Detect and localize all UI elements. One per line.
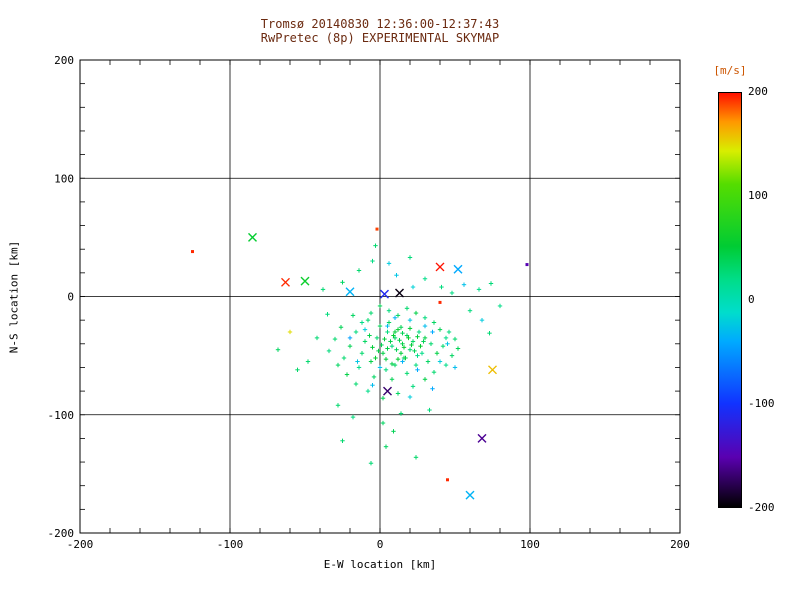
tick-labels: -200 -100 0 100 200 -200 -100 0 100 200 — [48, 54, 690, 551]
plot-subtitle: RwPretec (8p) EXPERIMENTAL SKYMAP — [260, 31, 500, 45]
plot-title: Tromsø 20140830 12:36:00-12:37:43 — [260, 17, 500, 31]
colorbar-tick-label: 100 — [748, 189, 768, 202]
colorbar-unit-label: [m/s] — [713, 64, 747, 77]
x-tick-label: -100 — [217, 538, 244, 551]
y-tick-label: -200 — [48, 527, 75, 540]
colorbar-tick-label: -100 — [748, 397, 775, 410]
x-tick-label: -200 — [67, 538, 94, 551]
data-point-dot — [375, 227, 379, 231]
grid-lines — [80, 60, 680, 533]
y-tick-label: 200 — [54, 54, 74, 67]
plot-border — [79, 59, 681, 534]
colorbar-tick-label: -200 — [748, 501, 775, 514]
data-point-dot — [446, 478, 449, 482]
y-tick-label: 100 — [54, 172, 74, 185]
colorbar-tick-label: 200 — [748, 85, 768, 98]
scatter-points — [191, 227, 529, 500]
data-point-dot — [191, 250, 194, 254]
x-axis-label: E-W location [km] — [323, 558, 437, 571]
x-tick-label: 200 — [670, 538, 690, 551]
data-point-dot — [525, 263, 529, 267]
colorbar — [718, 92, 742, 508]
y-tick-label: -100 — [48, 409, 75, 422]
skymap-plot: -200 -100 0 100 200 -200 -100 0 100 200 — [48, 54, 690, 551]
x-tick-label: 0 — [377, 538, 384, 551]
y-tick-label: 0 — [67, 291, 74, 304]
colorbar-tick-label: 0 — [748, 293, 755, 306]
data-point-dot — [438, 300, 442, 304]
x-tick-label: 100 — [520, 538, 540, 551]
